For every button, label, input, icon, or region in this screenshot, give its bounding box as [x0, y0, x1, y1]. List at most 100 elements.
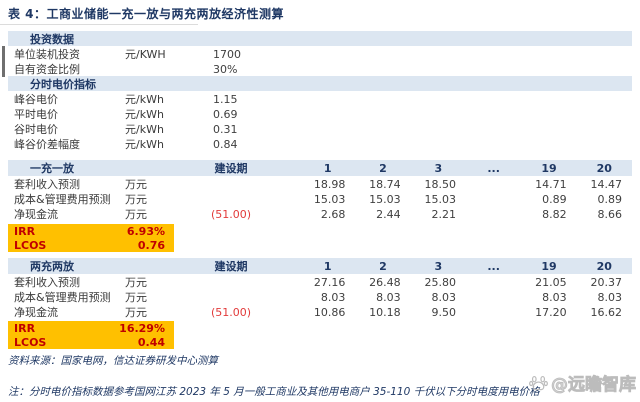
row-unit: 元/kWh	[125, 123, 164, 136]
row-label: 平时电价	[14, 108, 58, 121]
year-value: 21.05	[535, 275, 567, 289]
year-value: 15.03	[313, 192, 346, 206]
table-row: 自有资金比例 30%	[8, 61, 632, 77]
row-value: 1.15	[213, 92, 238, 106]
watermark-text: @远瞻智库	[551, 375, 637, 396]
year-column-header: 19	[541, 259, 557, 273]
section-header-two-charge: 两充两放 建设期 1 2 3 ... 19 20	[8, 258, 632, 274]
section-name: 两充两放	[30, 260, 74, 273]
row-unit: 万元	[125, 208, 147, 221]
construction-period-header: 建设期	[214, 260, 248, 273]
table-row: 谷时电价 元/kWh 0.31	[8, 121, 632, 137]
kpi-label: LCOS	[14, 335, 47, 349]
kpi-value: 0.76	[137, 238, 165, 252]
year-column-header: 3	[434, 161, 443, 175]
kpi-value: 6.93%	[126, 224, 165, 238]
year-value: 10.86	[313, 305, 346, 319]
year-value: 17.20	[535, 305, 567, 319]
year-value: 2.21	[431, 207, 456, 221]
year-value: 18.50	[424, 177, 456, 191]
table-row: 净现金流 万元 (51.00) 10.86 10.18 9.50 17.20 1…	[8, 304, 632, 320]
year-value: 0.89	[597, 192, 622, 206]
year-value: 8.03	[431, 290, 456, 304]
kpi-value: 16.29%	[119, 321, 165, 335]
row-value: 30%	[213, 62, 238, 76]
row-unit: 元/KWH	[125, 48, 166, 61]
year-value: 8.03	[597, 290, 622, 304]
year-column-header: 19	[541, 161, 557, 175]
table-row: 成本&管理费用预测 万元 15.03 15.03 15.03 0.89 0.89	[8, 191, 632, 207]
year-column-header: 20	[596, 161, 612, 175]
year-column-header: 20	[596, 259, 612, 273]
table-row: 平时电价 元/kWh 0.69	[8, 106, 632, 122]
irr-highlight-row: IRR 6.93%	[8, 224, 174, 238]
year-value: 9.50	[431, 305, 456, 319]
year-value: 0.89	[542, 192, 567, 206]
kpi-label: LCOS	[14, 238, 47, 252]
left-edge-bar	[2, 46, 5, 77]
year-value: 20.37	[590, 275, 622, 289]
kpi-label: IRR	[14, 224, 36, 238]
row-value: 0.69	[213, 107, 238, 121]
row-unit: 万元	[125, 306, 147, 319]
year-column-header: 1	[323, 259, 332, 273]
row-label: 自有资金比例	[14, 63, 80, 76]
row-value: 0.84	[213, 137, 238, 151]
row-value: 1700	[213, 47, 241, 61]
table-row: 峰谷电价 元/kWh 1.15	[8, 91, 632, 107]
row-label: 单位装机投资	[14, 48, 80, 61]
row-label: 套利收入预测	[14, 276, 80, 289]
lcos-highlight-row: LCOS 0.76	[8, 238, 174, 252]
table-row: 净现金流 万元 (51.00) 2.68 2.44 2.21 8.82 8.66	[8, 206, 632, 222]
year-value: 27.16	[313, 275, 346, 289]
year-value: 25.80	[424, 275, 456, 289]
row-unit: 万元	[125, 291, 147, 304]
year-value: 26.48	[369, 275, 401, 289]
year-column-header: ...	[487, 259, 500, 273]
section-header-one-charge: 一充一放 建设期 1 2 3 ... 19 20	[8, 160, 632, 176]
row-label: 套利收入预测	[14, 178, 80, 191]
year-value: 8.66	[597, 207, 622, 221]
year-value: 8.03	[542, 290, 567, 304]
section-header-tou-price: 分时电价指标	[8, 76, 632, 91]
table-number: 表 4：	[8, 7, 47, 21]
row-unit: 元/kWh	[125, 108, 164, 121]
table-title-text: 工商业储能一充一放与两充两放经济性测算	[46, 7, 285, 21]
row-label: 成本&管理费用预测	[14, 291, 111, 304]
year-value: 8.03	[376, 290, 401, 304]
construction-value-negative: (51.00)	[210, 207, 252, 221]
row-label: 净现金流	[14, 208, 58, 221]
table-row: 单位装机投资 元/KWH 1700	[8, 46, 632, 62]
row-unit: 元/kWh	[125, 93, 164, 106]
construction-value-negative: (51.00)	[210, 305, 252, 319]
year-value: 2.68	[320, 207, 346, 221]
year-value: 15.03	[424, 192, 456, 206]
title-underline	[0, 24, 198, 25]
year-column-header: 2	[379, 259, 387, 273]
baidu-paw-icon	[529, 375, 548, 391]
row-unit: 万元	[125, 193, 147, 206]
economics-table: 投资数据 单位装机投资 元/KWH 1700 自有资金比例 30% 分时电价指标…	[8, 31, 632, 349]
row-unit: 万元	[125, 276, 147, 289]
row-label: 谷时电价	[14, 123, 58, 136]
row-label: 峰谷价差幅度	[14, 138, 80, 151]
year-value: 18.98	[313, 177, 346, 191]
table-row: 峰谷价差幅度 元/kWh 0.84	[8, 136, 632, 152]
section-header-investment: 投资数据	[8, 31, 632, 46]
source-line: 资料来源：国家电网，信达证券研发中心测算	[8, 355, 218, 367]
year-value: 14.71	[535, 177, 567, 191]
year-value: 8.82	[542, 207, 567, 221]
watermark: @远瞻智库	[528, 370, 636, 395]
table-title: 表 4：工商业储能一充一放与两充两放经济性测算	[8, 5, 284, 22]
year-value: 14.47	[590, 177, 622, 191]
year-column-header: 1	[323, 161, 332, 175]
construction-period-header: 建设期	[214, 162, 248, 175]
year-value: 2.44	[376, 207, 401, 221]
row-value: 0.31	[213, 122, 238, 136]
row-label: 净现金流	[14, 306, 58, 319]
table-row: 套利收入预测 万元 18.98 18.74 18.50 14.71 14.47	[8, 176, 632, 192]
footnote-line: 注：分时电价指标数据参考国网江苏 2023 年 5 月一般工商业及其他用电商户 …	[8, 386, 540, 398]
year-value: 15.03	[369, 192, 401, 206]
row-unit: 元/kWh	[125, 138, 164, 151]
row-label: 峰谷电价	[14, 93, 58, 106]
